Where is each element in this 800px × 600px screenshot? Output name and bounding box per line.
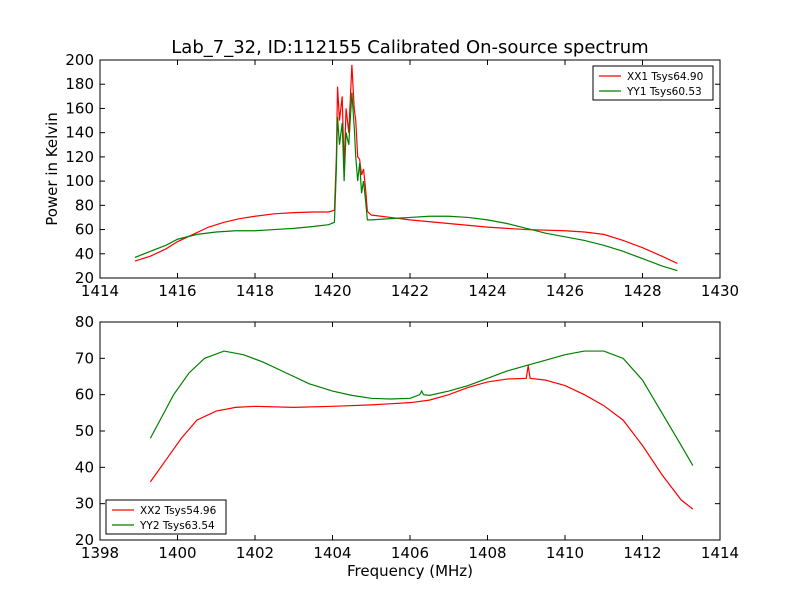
- y-tick-label: 180: [65, 75, 94, 93]
- series-line-1-2: [134, 92, 678, 272]
- y-tick-label: 40: [75, 458, 94, 476]
- chart-panel-1: 1414 1416 1418 1420 1422 1424 1426 1428 1430 20 40…: [65, 51, 739, 300]
- x-tick-label: 1420: [313, 282, 351, 300]
- legend: XX1 Tsys64.90 YY1 Tsys60.53: [592, 65, 714, 101]
- legend-box: [105, 499, 227, 535]
- x-tick-label: 1408: [468, 544, 506, 562]
- y-tick-label: 140: [65, 124, 94, 142]
- chart-title: Lab_7_32, ID:112155 Calibrated On-source…: [171, 37, 648, 58]
- y-tick-label: 70: [75, 349, 94, 367]
- x-tick-label: 1430: [701, 282, 739, 300]
- y-tick-label: 50: [75, 422, 94, 440]
- y-axis-label: Power in Kelvin: [43, 112, 61, 226]
- x-tick-label: 1414: [81, 282, 119, 300]
- x-tick-label: 1404: [313, 544, 351, 562]
- y-tick-label: 80: [75, 196, 94, 214]
- legend-label: YY2 Tsys63.54: [139, 520, 215, 532]
- y-tick-label: 120: [65, 148, 94, 166]
- y-tick-label: 100: [65, 172, 94, 190]
- y-tick-label: 60: [75, 221, 94, 239]
- chart-panel-2: 1398 1400 1402 1404 1406 1408 1410 1412 1414 20 30…: [75, 313, 739, 562]
- y-tick-label: 160: [65, 99, 94, 117]
- x-tick-label: 1402: [236, 544, 274, 562]
- x-tick-label: 1398: [81, 544, 119, 562]
- y-tick-label: 200: [65, 51, 94, 69]
- legend-label: YY1 Tsys60.53: [626, 86, 702, 98]
- x-tick-label: 1424: [468, 282, 506, 300]
- series-line-2-2: [149, 350, 694, 466]
- y-tick-label: 30: [75, 495, 94, 513]
- legend: XX2 Tsys54.96 YY2 Tsys63.54: [105, 499, 227, 535]
- legend-box: [592, 65, 714, 101]
- x-tick-label: 1412: [623, 544, 661, 562]
- x-tick-label: 1414: [701, 544, 739, 562]
- x-tick-label: 1428: [623, 282, 661, 300]
- x-tick-label: 1406: [391, 544, 429, 562]
- x-tick-label: 1416: [158, 282, 196, 300]
- y-tick-label: 20: [75, 269, 94, 287]
- legend-label: XX2 Tsys54.96: [140, 505, 217, 517]
- y-tick-label: 40: [75, 245, 94, 263]
- x-axis-label: Frequency (MHz): [347, 562, 473, 580]
- x-tick-label: 1418: [236, 282, 274, 300]
- x-tick-label: 1426: [546, 282, 584, 300]
- x-tick-label: 1400: [158, 544, 196, 562]
- y-tick-label: 20: [75, 531, 94, 549]
- x-tick-label: 1422: [391, 282, 429, 300]
- x-tick-label: 1410: [546, 544, 584, 562]
- y-tick-label: 80: [75, 313, 94, 331]
- series-line-2-1: [149, 365, 694, 510]
- y-tick-label: 60: [75, 386, 94, 404]
- series-line-1-1: [134, 64, 678, 265]
- legend-label: XX1 Tsys64.90: [627, 71, 703, 83]
